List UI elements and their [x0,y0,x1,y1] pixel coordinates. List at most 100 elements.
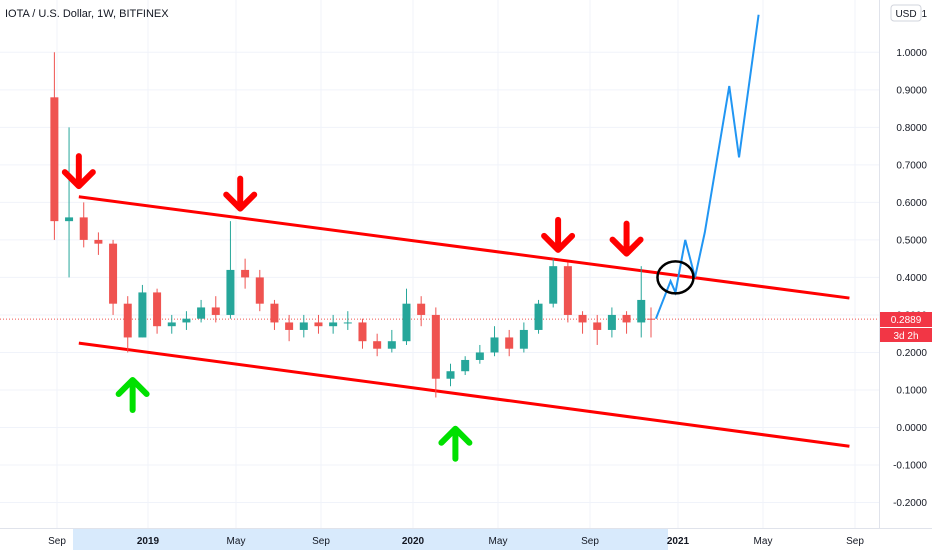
candle[interactable] [94,232,103,255]
arrow-down-icon [223,175,258,212]
candle[interactable] [475,344,484,364]
candle[interactable] [153,288,162,334]
candle-body [519,329,528,349]
candle[interactable] [109,239,118,315]
candle[interactable] [79,202,88,248]
candle-body [490,337,499,353]
arrow-down-head [223,191,258,212]
candle[interactable] [138,284,147,338]
candle[interactable] [314,314,323,334]
currency-badge[interactable] [890,4,922,22]
price-tick-label: 0.1000 [896,385,927,396]
candle-body [505,337,514,349]
candle-body [211,307,220,315]
candle[interactable] [270,299,279,330]
candle[interactable] [622,311,631,334]
candle-body [534,303,543,330]
candle[interactable] [387,329,396,353]
price-tick-label: 0.0000 [896,423,927,434]
time-tick-label: Sep [48,536,66,547]
candle[interactable] [593,314,602,345]
candle[interactable] [578,311,587,334]
candle[interactable] [417,296,426,327]
time-axis-highlight [73,529,668,550]
last-price-value: 0.2889 [891,315,922,326]
candle[interactable] [549,258,558,308]
candle[interactable] [647,307,656,338]
candle[interactable] [402,288,411,345]
candle[interactable] [343,311,352,330]
candle-body [387,341,396,349]
candle[interactable] [534,299,543,334]
annotation-layer [61,153,695,462]
candle-body [431,314,440,379]
arrow-up-head [115,376,150,397]
candle-body [314,322,323,327]
candle[interactable] [637,266,646,338]
arrow-up-head [438,425,473,446]
candle[interactable] [358,318,367,349]
candle-body [402,303,411,342]
candle-body [549,266,558,304]
price-tick-label: 0.9000 [896,85,927,96]
candle-body [109,243,118,304]
candle[interactable] [490,326,499,357]
price-axis[interactable] [880,0,932,528]
price-tick-label: 0.2000 [896,348,927,359]
candle-body [607,314,616,330]
time-tick-label: May [227,536,246,547]
candle[interactable] [461,356,470,375]
time-tick-label: Sep [581,536,599,547]
candle-layer [50,52,656,398]
candle-body [182,318,191,323]
time-tick-label: 2019 [137,536,160,547]
candle[interactable] [226,221,235,319]
countdown-tag [880,328,932,342]
channel-upper-line[interactable] [78,195,850,300]
candle-body [578,314,587,323]
breakout-circle [656,260,695,295]
channel-layer [78,195,850,448]
candle[interactable] [241,258,250,289]
time-tick-label: May [754,536,773,547]
candle[interactable] [197,299,206,323]
candle-body [241,269,250,278]
channel-lower-line[interactable] [78,341,850,448]
candle[interactable] [431,307,440,398]
candle[interactable] [519,322,528,353]
candle-body [475,352,484,360]
countdown-value: 3d 2h [893,331,918,342]
candle-body [343,322,352,324]
time-tick-label: Sep [846,536,864,547]
candle[interactable] [182,311,191,330]
candle[interactable] [446,363,455,387]
candle[interactable] [50,52,59,240]
candle[interactable] [563,262,572,323]
candle[interactable] [373,333,382,357]
candle[interactable] [329,314,338,334]
price-tick-label: -0.2000 [893,498,927,509]
price-tick-label: 0.7000 [896,160,927,171]
candle-body [417,303,426,315]
time-tick-label: May [489,536,508,547]
arrow-up-icon [438,425,473,462]
candle[interactable] [255,269,264,312]
candle-body [299,322,308,330]
candle[interactable] [167,314,176,334]
arrow-down-head [541,232,576,253]
candle[interactable] [607,307,616,338]
candle-body [446,371,455,379]
projection-layer [654,14,760,320]
candle[interactable] [211,296,220,323]
candle[interactable] [123,296,132,353]
candle[interactable] [505,329,514,357]
candle-body [358,322,367,342]
time-tick-label: 2020 [402,536,425,547]
candle-body [138,292,147,338]
candle[interactable] [299,314,308,338]
candle[interactable] [285,314,294,342]
projection-path[interactable] [654,14,760,320]
candle[interactable] [65,127,74,278]
candle-body [50,97,59,222]
